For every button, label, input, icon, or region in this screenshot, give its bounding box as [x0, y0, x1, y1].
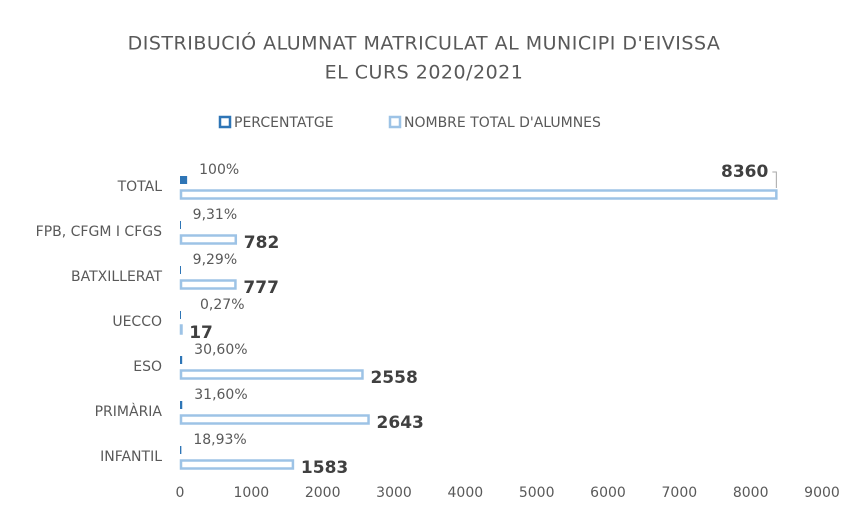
- bar: [179, 414, 370, 425]
- data-label: 17: [189, 323, 213, 343]
- x-tick-label: 7000: [662, 485, 698, 501]
- x-tick-label: 0: [176, 485, 185, 501]
- y-tick-label: INFANTIL: [100, 449, 162, 465]
- data-label: 0,27%: [200, 297, 244, 313]
- data-label: 777: [243, 278, 279, 298]
- data-label: 782: [244, 233, 279, 253]
- legend-label: PERCENTATGE: [234, 115, 334, 131]
- data-label: 2643: [377, 413, 424, 433]
- x-tick-label: 1000: [234, 485, 270, 501]
- x-tick-label: 5000: [519, 485, 555, 501]
- bar: [180, 176, 188, 184]
- y-tick-label: FPB, CFGM I CFGS: [36, 224, 162, 240]
- bar: [180, 311, 181, 319]
- data-label: 8360: [721, 162, 768, 182]
- bar: [180, 401, 183, 409]
- bar: [180, 356, 183, 364]
- x-tick-label: 4000: [448, 485, 484, 501]
- data-label: 30,60%: [194, 342, 247, 358]
- data-label: 9,31%: [193, 207, 237, 223]
- y-tick-label: ESO: [133, 359, 162, 375]
- data-label: 9,29%: [193, 252, 237, 268]
- bar: [179, 279, 237, 290]
- x-tick-label: 9000: [804, 485, 840, 501]
- legend-swatch: [218, 115, 232, 129]
- legend-swatch: [388, 115, 402, 129]
- y-tick-label: PRIMÀRIA: [95, 403, 163, 420]
- x-tick-label: 6000: [590, 485, 626, 501]
- data-label: 31,60%: [194, 387, 247, 403]
- bar: [180, 221, 181, 229]
- bar: [179, 369, 364, 380]
- data-label: 1583: [301, 458, 348, 478]
- y-tick-label: TOTAL: [117, 179, 163, 195]
- bar: [179, 234, 238, 245]
- y-tick-label: UECCO: [112, 314, 162, 330]
- chart-title: DISTRIBUCIÓ ALUMNAT MATRICULAT AL MUNICI…: [128, 31, 721, 55]
- data-label: 18,93%: [193, 432, 246, 448]
- x-tick-label: 8000: [733, 485, 769, 501]
- x-tick-label: 2000: [305, 485, 341, 501]
- bar: [179, 459, 295, 470]
- legend-label: NOMBRE TOTAL D'ALUMNES: [404, 115, 601, 131]
- leader-line: [772, 171, 777, 188]
- data-label: 2558: [370, 368, 417, 388]
- x-tick-label: 3000: [376, 485, 412, 501]
- bar: [179, 189, 778, 200]
- y-tick-label: BATXILLERAT: [71, 269, 162, 285]
- chart-title: EL CURS 2020/2021: [325, 62, 524, 84]
- bar: [180, 266, 181, 274]
- bar: [179, 324, 183, 335]
- bar: [180, 446, 182, 454]
- data-label: 100%: [199, 162, 239, 178]
